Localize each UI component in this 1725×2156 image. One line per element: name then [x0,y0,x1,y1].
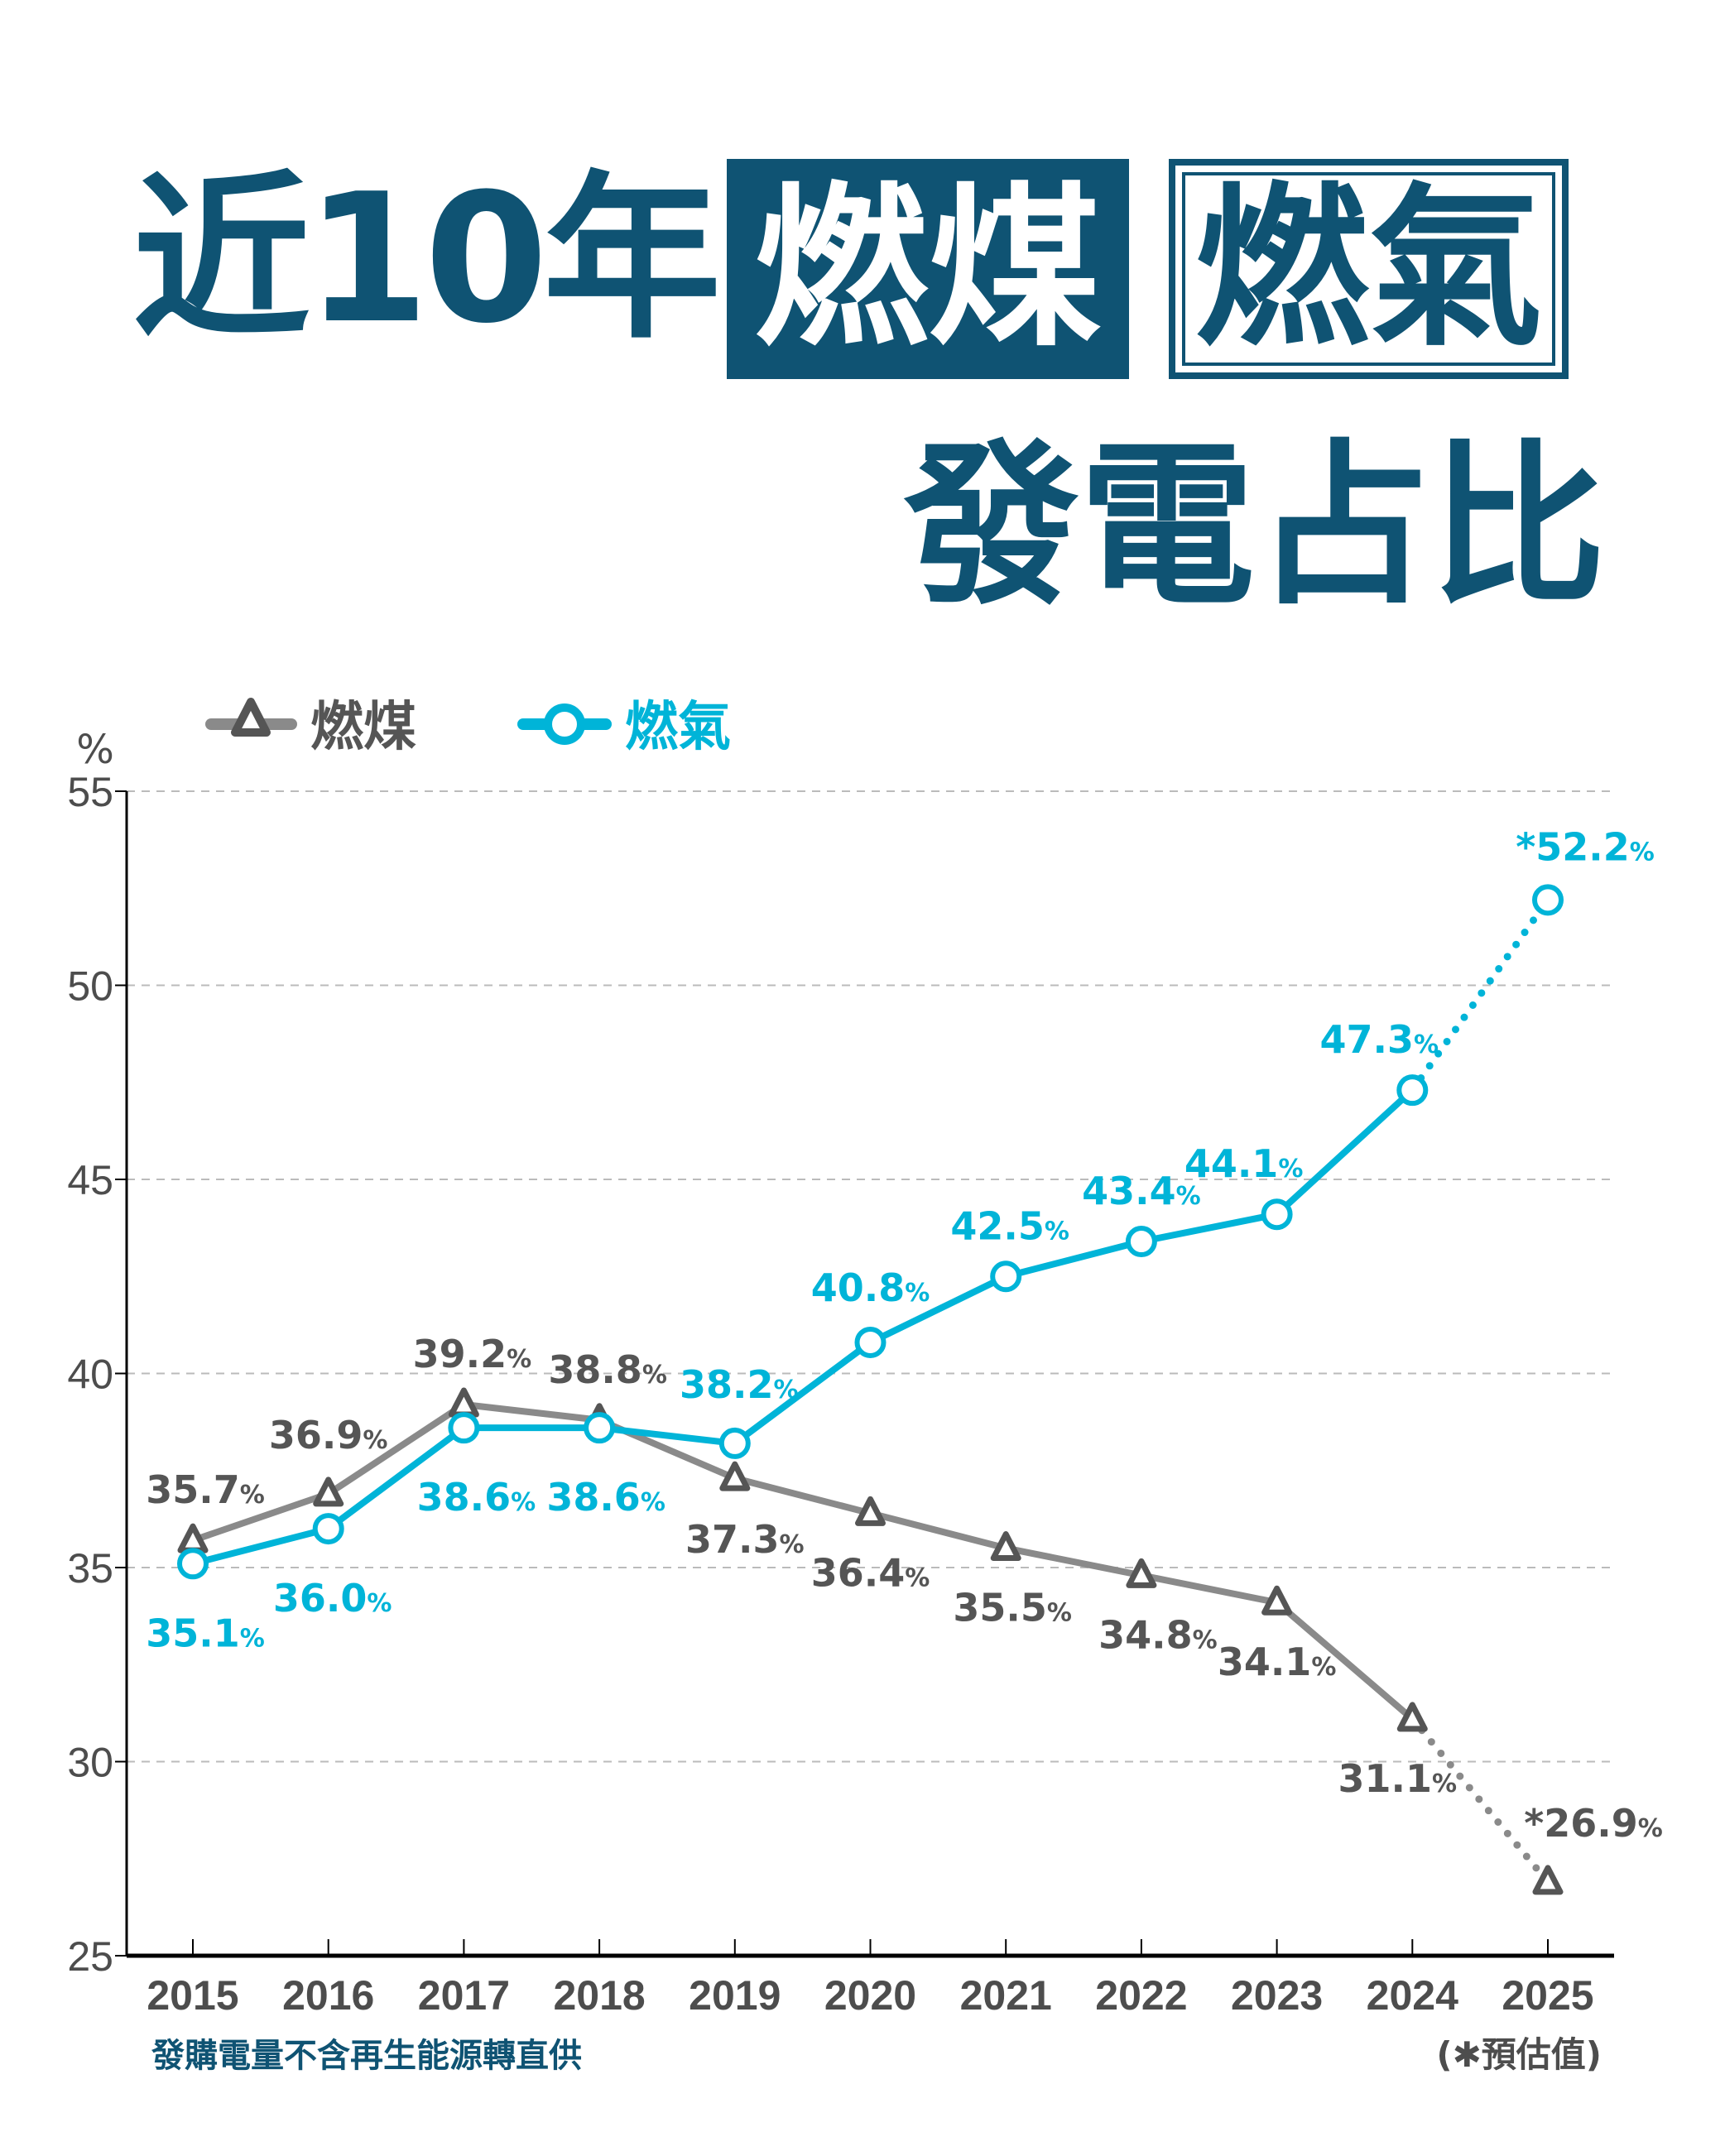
coal-data-label: 38.8% [548,1347,667,1392]
coal-data-label: 34.8% [1098,1612,1218,1657]
coal-data-label: 35.7% [146,1467,265,1512]
gas-circle-marker [448,1412,480,1444]
y-tick-label: 50 [67,963,113,1010]
gas-data-label: *52.2% [1516,824,1655,869]
y-tick-label: 55 [67,769,113,815]
coal-data-label: 35.5% [953,1586,1072,1630]
coal-triangle-marker [177,1523,209,1553]
coal-data-label: 37.3% [685,1517,805,1562]
x-tick-label: 2022 [1095,1972,1187,2019]
coal-triangle-marker [719,1461,751,1491]
gas-data-label: 43.4% [1082,1169,1201,1213]
footnote: 發購電量不含再生能源轉直供 [151,2037,582,2075]
legend-gas-circle-icon [544,703,585,745]
gas-series-line [192,1088,1415,1568]
gas-circle-marker [177,1548,209,1580]
coal-data-label: *26.9% [1524,1801,1663,1846]
x-tick-label: 2021 [960,1972,1052,2019]
coal-data-label: 39.2% [413,1332,532,1376]
gas-data-label: 35.1% [146,1611,265,1655]
gas-data-label: 44.1% [1184,1141,1304,1186]
x-tick-label: 2015 [147,1972,238,2019]
coal-series-line [191,1401,1415,1721]
x-tick-label: 2023 [1231,1972,1323,2019]
x-tick-label: 2016 [282,1972,374,2019]
gas-data-label: 47.3% [1320,1017,1439,1062]
coal-data-label: 36.9% [269,1413,388,1457]
x-tick-label: 2018 [553,1972,645,2019]
box-inner-border [1182,172,1555,366]
gas-estimate-dotted-line [1408,896,1552,1094]
coal-triangle-marker [448,1387,479,1418]
y-axis-unit: % [76,727,114,773]
coal-estimate-dotted-line [1408,1715,1552,1886]
gas-data-label: 38.2% [680,1362,799,1407]
coal-triangle-marker [990,1531,1021,1562]
coal-triangle-marker [855,1496,886,1526]
gas-circle-marker [718,1427,751,1459]
title-gas-box: 燃氣 [1169,159,1569,379]
x-tick-label: 2020 [824,1972,916,2019]
coal-triangle-marker [1396,1702,1428,1732]
coal-triangle-marker [1261,1585,1293,1616]
gas-circle-marker [1396,1074,1429,1107]
x-tick-label: 2019 [689,1972,781,2019]
x-tick-label: 2025 [1502,1972,1593,2019]
legend-gas-label: 燃氣 [625,697,731,758]
gas-circle-marker [854,1326,887,1358]
gas-circle-marker [1261,1198,1293,1231]
gas-circle-marker [990,1260,1022,1293]
y-tick-label: 30 [67,1740,113,1786]
title-coal-box: 燃煤 [727,159,1129,379]
gas-circle-marker [1532,884,1564,916]
y-tick-label: 25 [67,1933,113,1980]
coal-data-label: 34.1% [1218,1640,1337,1684]
gas-circle-marker [1125,1226,1157,1258]
gas-data-label: 36.0% [273,1576,392,1621]
gas-data-label: 38.6% [417,1475,536,1520]
gas-data-label: 40.8% [811,1265,930,1310]
coal-triangle-marker [1532,1865,1564,1895]
y-tick-label: 45 [67,1157,113,1203]
x-tick-label: 2024 [1367,1972,1458,2019]
title-prefix: 近10年 [132,155,721,363]
title-gas-text: 燃氣 [1194,167,1543,370]
coal-data-label: 31.1% [1338,1756,1458,1801]
title-line2: 發電占比 [904,424,1606,628]
x-tick-label: 2017 [418,1972,510,2019]
gas-circle-marker [584,1412,616,1444]
gas-data-label: 42.5% [950,1203,1069,1248]
legend-coal-triangle-icon [231,698,271,737]
legend-coal-label: 燃煤 [310,697,416,758]
coal-triangle-marker [313,1477,344,1507]
y-tick-label: 35 [67,1545,113,1592]
coal-triangle-marker [1126,1558,1157,1588]
gas-data-label: 38.6% [546,1475,665,1520]
estimate-note: (✱預估值) [1436,2034,1602,2075]
coal-data-label: 36.4% [811,1550,930,1595]
y-tick-label: 40 [67,1352,113,1398]
gas-circle-marker [312,1513,344,1545]
